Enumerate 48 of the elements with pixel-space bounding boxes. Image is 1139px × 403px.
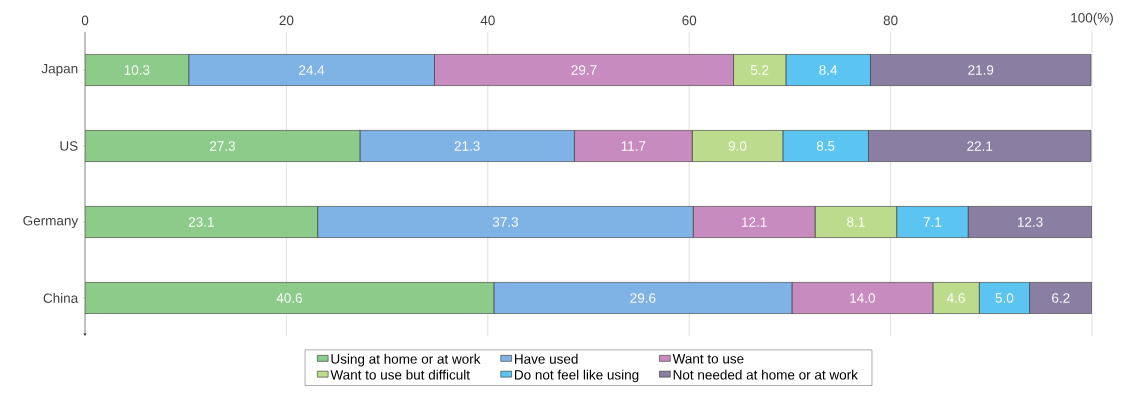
legend-label: Not needed at home or at work	[673, 369, 858, 380]
data-label: 5.2	[750, 65, 769, 75]
x-tick-label: 60	[682, 15, 697, 26]
data-label: 8.5	[816, 141, 835, 151]
bar	[85, 206, 318, 238]
legend-label: Want to use but difficult	[330, 369, 470, 380]
y-tick-label: China	[43, 293, 79, 303]
data-label: 24.4	[299, 65, 325, 75]
legend-label: Using at home or at work	[331, 353, 481, 367]
bar	[85, 54, 190, 86]
x-tick-label: 0	[81, 15, 89, 26]
legend-label: Do not feel like using	[515, 369, 639, 383]
data-label: 8.1	[847, 217, 865, 227]
data-label: 11.7	[621, 141, 646, 151]
data-label: 29.7	[571, 65, 597, 75]
data-label: 23.1	[188, 217, 214, 227]
bar	[1029, 282, 1092, 314]
data-label: 22.1	[967, 141, 993, 151]
y-tick-label: Germany	[23, 215, 79, 229]
data-label: 10.3	[124, 65, 150, 75]
data-label: 40.6	[276, 293, 302, 303]
legend-label: Have used	[515, 353, 578, 364]
data-label: 21.3	[454, 141, 480, 151]
data-label: 21.9	[968, 65, 994, 75]
bar	[870, 54, 1092, 86]
data-label: 12.1	[742, 217, 767, 227]
data-label: 27.3	[210, 141, 236, 151]
x-tick-label: 100(%)	[1071, 12, 1113, 26]
data-label: 14.0	[850, 293, 876, 303]
x-tick-label: 80	[883, 15, 898, 26]
x-tick-label: 20	[279, 15, 294, 26]
data-label: 8.4	[819, 65, 838, 75]
data-label: 5.0	[995, 293, 1014, 303]
y-tick-label: Japan	[41, 63, 78, 77]
bar	[85, 130, 361, 162]
data-label: 6.2	[1052, 293, 1070, 303]
data-label: 12.3	[1017, 217, 1043, 227]
bar	[967, 206, 1092, 238]
bar	[85, 282, 495, 314]
data-label: 7.1	[923, 217, 942, 227]
data-label: 4.6	[946, 293, 965, 303]
legend-label: Want to use	[672, 354, 744, 364]
data-label: 29.6	[630, 293, 656, 303]
x-tick-label: 40	[480, 15, 495, 26]
y-tick-label: US	[60, 141, 78, 151]
data-label: 37.3	[492, 217, 518, 227]
data-label: 9.0	[728, 141, 747, 151]
bar	[868, 130, 1092, 162]
